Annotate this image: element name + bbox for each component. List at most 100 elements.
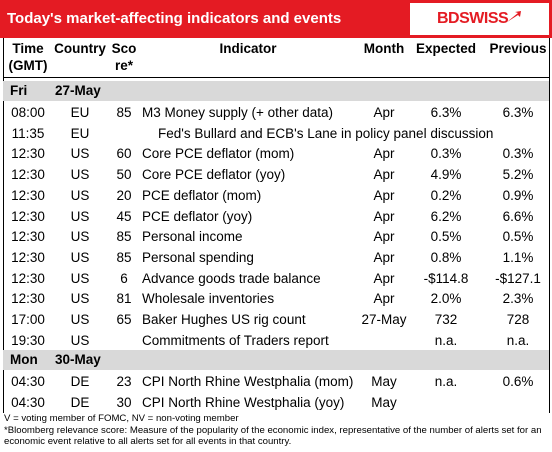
logo: BDSWISS (437, 10, 509, 27)
cell-time: 17:00 (11, 312, 45, 327)
cell-score: 85 (116, 229, 132, 245)
cell-month: May (371, 374, 397, 390)
col-header: re* (114, 58, 134, 73)
cell-score: 85 (116, 105, 132, 120)
cell-indicator: CPI North Rhine Westphalia (mom) (142, 374, 354, 390)
day: Mon (10, 352, 38, 368)
cell-country: US (70, 312, 90, 327)
cell-indicator: Fed's Bullard and ECB's Lane in policy p… (158, 125, 494, 141)
cell-previous: 5.2% (502, 167, 534, 183)
cell-expected: 4.9% (430, 167, 462, 183)
table-border (3, 38, 550, 413)
cell-score: 60 (116, 146, 132, 162)
cell-time: 11:35 (11, 125, 45, 141)
cell-indicator: M3 Money supply (+ other data) (142, 105, 333, 120)
footnote: V = voting member of FOMC, NV = non-voti… (4, 413, 239, 424)
col-header: Country (54, 41, 106, 56)
cell-score: 81 (116, 291, 132, 307)
cell-month: Apr (373, 249, 395, 265)
cell-expected: 6.2% (430, 208, 462, 224)
cell-time: 04:30 (11, 395, 45, 411)
cell-score: 23 (116, 374, 132, 390)
cell-month: Apr (373, 229, 395, 245)
cell-country: EU (70, 125, 90, 141)
cell-indicator: Personal spending (142, 249, 254, 265)
cell-month: Apr (373, 146, 395, 162)
cell-month: Apr (373, 187, 395, 203)
cell-indicator: PCE deflator (yoy) (142, 208, 253, 224)
cell-indicator: CPI North Rhine Westphalia (yoy) (142, 395, 345, 411)
cell-score: 85 (116, 249, 132, 265)
cell-score: 50 (116, 167, 132, 183)
cell-country: US (70, 270, 90, 286)
cell-previous: 728 (506, 312, 530, 327)
logo-arrow (507, 11, 521, 22)
col-header: Sco (111, 41, 137, 56)
cell-country: EU (70, 105, 90, 120)
col-header: Expected (415, 41, 477, 56)
cell-country: US (70, 249, 90, 265)
cell-previous: 0.3% (502, 146, 534, 162)
date: 30-May (55, 352, 101, 368)
cell-time: 12:30 (11, 187, 45, 203)
cell-expected: 0.8% (430, 249, 462, 265)
cell-score: 65 (116, 312, 132, 327)
cell-country: US (70, 208, 90, 224)
cell-previous: 0.6% (502, 374, 534, 390)
cell-country: DE (70, 395, 90, 411)
cell-score: 6 (120, 270, 128, 286)
cell-country: US (70, 187, 90, 203)
cell-time: 12:30 (11, 146, 45, 162)
day-band (3, 81, 549, 101)
cell-time: 12:30 (11, 208, 45, 224)
cell-month: 27-May (361, 312, 407, 327)
cell-month: Apr (373, 208, 395, 224)
col-header: Time (12, 41, 44, 56)
cell-country: US (70, 146, 90, 162)
title: Today's market-affecting indicators and … (7, 10, 342, 27)
cell-previous: 6.3% (502, 105, 534, 120)
cell-time: 19:30 (11, 332, 45, 348)
cell-expected: 0.3% (430, 146, 462, 162)
cell-previous: 1.1% (502, 249, 534, 265)
date: 27-May (55, 83, 101, 98)
cell-time: 12:30 (11, 291, 45, 307)
cell-indicator: Commitments of Traders report (142, 332, 329, 348)
cell-time: 08:00 (11, 105, 45, 120)
cell-country: US (70, 229, 90, 245)
cell-score: 45 (116, 208, 132, 224)
cell-previous: 6.6% (502, 208, 534, 224)
cell-country: US (70, 167, 90, 183)
day-band (3, 350, 549, 371)
cell-indicator: PCE deflator (mom) (142, 187, 262, 203)
cell-month: Apr (373, 291, 395, 307)
cell-previous: 0.9% (502, 187, 534, 203)
cell-expected: -$114.8 (423, 270, 469, 286)
col-header: (GMT) (8, 58, 48, 73)
cell-month: May (371, 395, 397, 411)
cell-previous: n.a. (506, 332, 530, 348)
cell-month: Apr (373, 270, 395, 286)
day: Fri (10, 83, 28, 98)
col-header: Previous (489, 41, 547, 56)
cell-expected: 2.0% (430, 291, 462, 307)
cell-expected: 732 (434, 312, 458, 327)
cell-expected: 0.2% (430, 187, 462, 203)
cell-month: Apr (373, 167, 395, 183)
header-rule (3, 77, 549, 78)
cell-country: DE (70, 374, 90, 390)
footnote: *Bloomberg relevance score: Measure of t… (4, 424, 542, 448)
cell-expected: n.a. (434, 332, 458, 348)
logo-box (410, 3, 549, 35)
cell-time: 04:30 (11, 374, 45, 390)
cell-indicator: Wholesale inventories (142, 291, 275, 307)
cell-expected: n.a. (434, 374, 458, 390)
col-header: Indicator (219, 41, 277, 56)
col-header: Month (363, 41, 405, 56)
cell-score: 20 (116, 187, 132, 203)
cell-expected: 0.5% (430, 229, 462, 245)
cell-previous: 2.3% (502, 291, 534, 307)
cell-indicator: Baker Hughes US rig count (142, 312, 306, 327)
cell-indicator: Advance goods trade balance (142, 270, 321, 286)
cell-time: 12:30 (11, 270, 45, 286)
